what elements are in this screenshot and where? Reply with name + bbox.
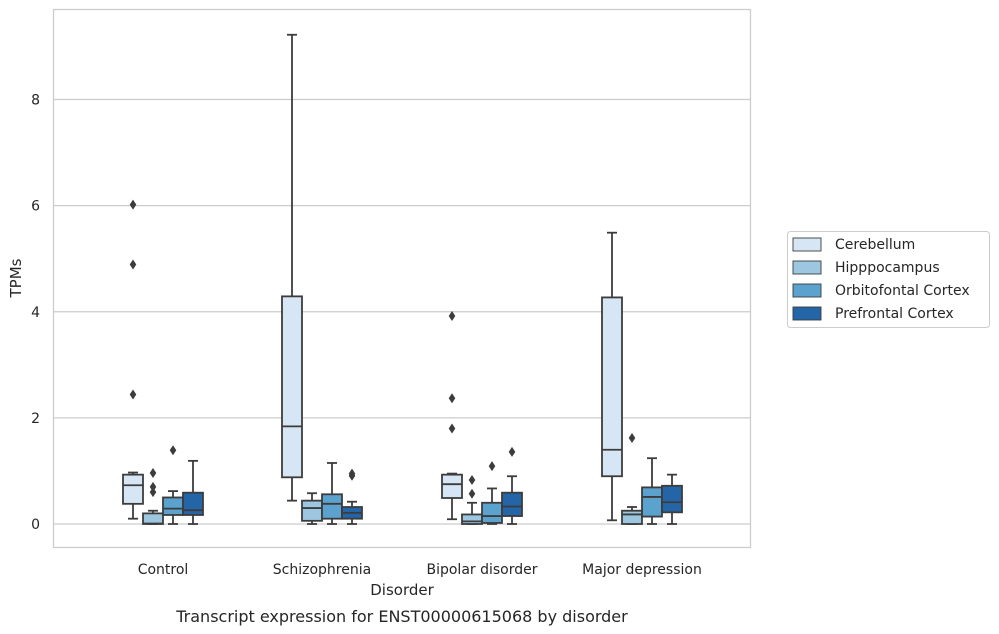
- legend-swatch: [792, 260, 822, 275]
- legend-label: Orbitofontal Cortex: [835, 283, 970, 299]
- box-body: [142, 512, 164, 525]
- box-hipppocampus: [301, 492, 323, 525]
- outlier-point: [468, 474, 476, 485]
- y-tick-labels: 0 2 4 6 8: [31, 93, 40, 534]
- box-body: [122, 473, 144, 505]
- grid-layer: [53, 98, 751, 525]
- box-orbitofontal-cortex: [641, 457, 663, 525]
- box-cerebellum: [601, 231, 623, 522]
- box-body: [641, 486, 663, 518]
- outlier-point: [628, 433, 636, 444]
- box-body: [601, 296, 623, 478]
- outlier-point: [448, 423, 456, 434]
- legend-frame: [787, 231, 990, 328]
- box-cerebellum: [122, 199, 144, 520]
- box-body: [301, 499, 323, 522]
- box-orbitofontal-cortex: [481, 461, 503, 525]
- outlier-point: [149, 481, 157, 492]
- outlier-point: [488, 461, 496, 472]
- x-tick-label: Control: [138, 562, 189, 578]
- x-tick-labels: Control Schizophrenia Bipolar disorder Majo…: [138, 562, 702, 578]
- y-tick-label: 2: [31, 411, 40, 427]
- outlier-point: [129, 199, 137, 210]
- legend-swatch: [792, 283, 822, 298]
- y-tick-label: 8: [31, 93, 40, 109]
- y-tick-label: 4: [31, 305, 40, 321]
- x-axis-title: Disorder: [370, 581, 434, 599]
- box-body: [281, 295, 303, 479]
- box-body: [162, 496, 184, 516]
- outlier-point: [448, 393, 456, 404]
- legend-label: Prefrontal Cortex: [835, 306, 954, 322]
- outlier-point: [348, 468, 356, 479]
- box-hipppocampus: [142, 468, 164, 525]
- box-prefrontal-cortex: [661, 473, 683, 525]
- box-body: [321, 493, 343, 520]
- legend: Cerebellum Hipppocampus Orbitofontal Corte…: [787, 231, 990, 328]
- outlier-point: [149, 487, 157, 498]
- y-tick-label: 6: [31, 199, 40, 215]
- legend-items: Cerebellum Hipppocampus Orbitofontal Corte…: [792, 237, 970, 322]
- legend-label: Hipppocampus: [835, 260, 940, 276]
- x-tick-label: Major depression: [582, 562, 702, 578]
- outlier-point: [508, 446, 516, 457]
- box-orbitofontal-cortex: [321, 462, 343, 525]
- box-prefrontal-cortex: [501, 446, 523, 525]
- box-body: [661, 484, 683, 514]
- y-tick-label: 0: [31, 517, 40, 533]
- box-cerebellum: [281, 33, 303, 502]
- legend-label: Cerebellum: [835, 237, 915, 253]
- x-tick-label: Schizophrenia: [273, 562, 371, 578]
- box-cerebellum: [441, 310, 463, 521]
- box-body: [441, 473, 463, 499]
- marks-layer: [122, 33, 683, 525]
- chart-title: Transcript expression for ENST0000061506…: [175, 607, 628, 626]
- box-body: [501, 491, 523, 517]
- box-prefrontal-cortex: [341, 468, 363, 525]
- box-body: [461, 513, 483, 525]
- outlier-point: [149, 468, 157, 479]
- outlier-point: [468, 488, 476, 499]
- outlier-point: [169, 445, 177, 456]
- x-tick-label: Bipolar disorder: [426, 562, 537, 578]
- box-body: [182, 491, 204, 516]
- box-body: [621, 509, 643, 525]
- box-orbitofontal-cortex: [162, 445, 184, 525]
- box-hipppocampus: [461, 474, 483, 525]
- box-body: [481, 501, 503, 524]
- legend-swatch: [792, 306, 822, 321]
- legend-swatch: [792, 237, 822, 252]
- outlier-point: [129, 259, 137, 270]
- outlier-point: [448, 310, 456, 321]
- box-hipppocampus: [621, 433, 643, 525]
- box-prefrontal-cortex: [182, 459, 204, 525]
- y-axis-title: TPMs: [7, 258, 25, 298]
- outlier-point: [129, 389, 137, 400]
- plot-frame: [52, 8, 752, 549]
